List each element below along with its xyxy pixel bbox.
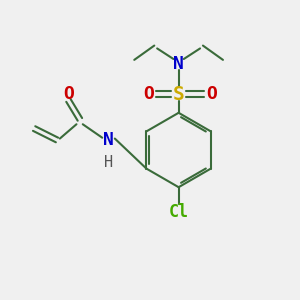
Text: O: O bbox=[63, 85, 74, 103]
Text: Cl: Cl bbox=[169, 202, 189, 220]
Text: O: O bbox=[206, 85, 217, 103]
Text: O: O bbox=[143, 85, 154, 103]
Text: N: N bbox=[173, 55, 184, 73]
Text: S: S bbox=[173, 85, 184, 104]
Text: H: H bbox=[104, 155, 113, 170]
Text: N: N bbox=[103, 131, 114, 149]
